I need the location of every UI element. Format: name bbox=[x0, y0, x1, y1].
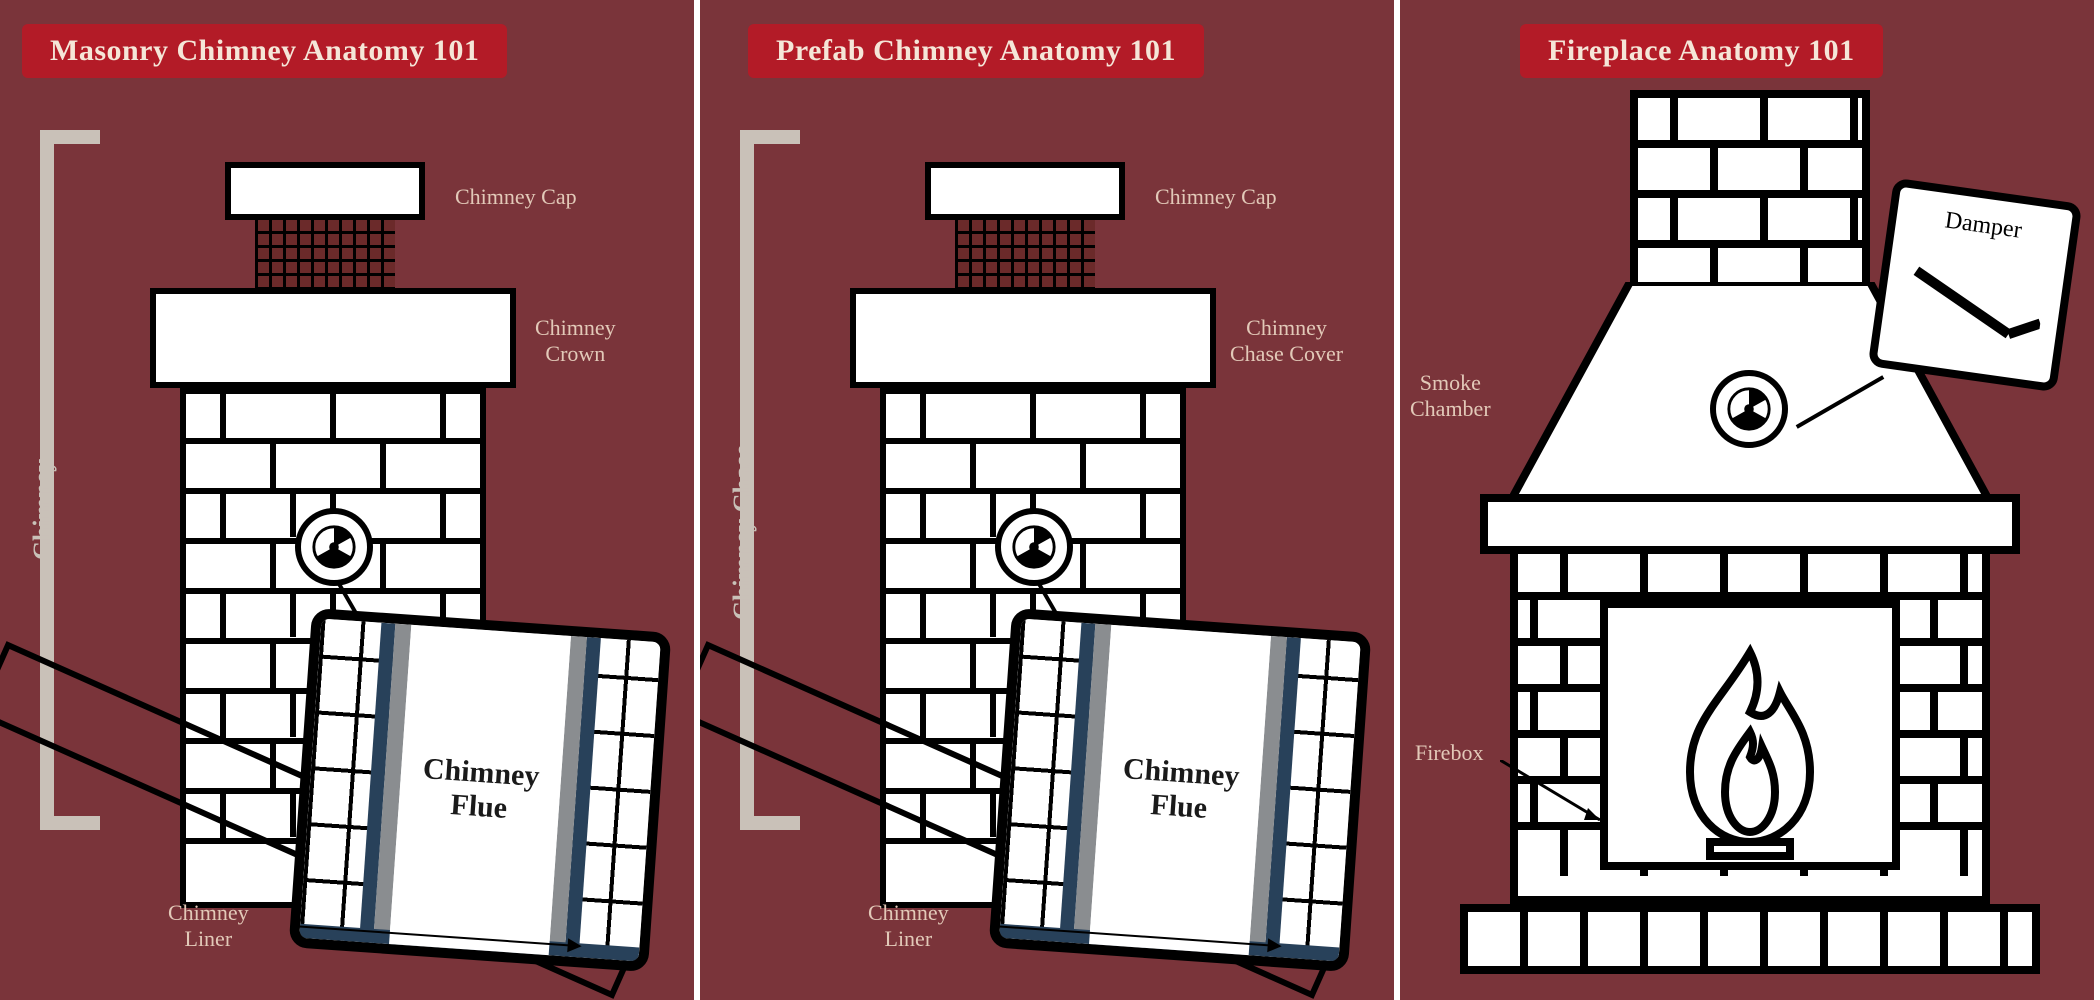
fireplace-chimney bbox=[1630, 90, 1870, 290]
label-crown: Chimney Crown bbox=[535, 315, 616, 367]
title-banner-fireplace: Fireplace Anatomy 101 bbox=[1520, 24, 1883, 78]
damper-callout: Damper bbox=[1868, 178, 2083, 393]
firebox-arrow bbox=[1500, 760, 1620, 840]
flue-label: Chimney Flue bbox=[419, 752, 540, 828]
label-cap: Chimney Cap bbox=[455, 184, 577, 210]
panel-fireplace: Fireplace Anatomy 101 Smoke Chamber Damp… bbox=[1400, 0, 2094, 1000]
label-liner: Chimney Liner bbox=[168, 900, 249, 952]
title-text: Masonry Chimney Anatomy 101 bbox=[50, 34, 479, 67]
label-cap: Chimney Cap bbox=[1155, 184, 1277, 210]
chimney-cap bbox=[225, 162, 425, 220]
chase-side-label: Chimney Chase bbox=[728, 444, 758, 620]
fireplace-mantel bbox=[1480, 494, 2020, 554]
chimney-mesh bbox=[955, 220, 1095, 290]
flame-icon bbox=[1650, 642, 1850, 862]
label-liner: Chimney Liner bbox=[868, 900, 949, 952]
flue-label: Chimney Flue bbox=[1119, 752, 1240, 828]
firebox bbox=[1600, 600, 1900, 870]
chimney-mesh bbox=[255, 220, 395, 290]
damper-label: Damper bbox=[1943, 207, 2023, 244]
chase-cover bbox=[850, 288, 1216, 388]
title-text: Prefab Chimney Anatomy 101 bbox=[776, 34, 1176, 67]
label-cover: Chimney Chase Cover bbox=[1230, 315, 1343, 367]
radiation-icon bbox=[1710, 370, 1788, 448]
chimney-cap bbox=[925, 162, 1125, 220]
panel-prefab: Prefab Chimney Anatomy 101 Chimney Chase… bbox=[700, 0, 1394, 1000]
flue-callout: Chimney Flue bbox=[289, 608, 672, 972]
radiation-icon bbox=[995, 508, 1073, 586]
title-text: Fireplace Anatomy 101 bbox=[1548, 34, 1855, 67]
title-banner-prefab: Prefab Chimney Anatomy 101 bbox=[748, 24, 1204, 78]
chimney-crown bbox=[150, 288, 516, 388]
label-smoke-chamber: Smoke Chamber bbox=[1410, 370, 1491, 422]
panel-masonry: Masonry Chimney Anatomy 101 Chimney Chim… bbox=[0, 0, 694, 1000]
radiation-icon bbox=[295, 508, 373, 586]
title-banner-masonry: Masonry Chimney Anatomy 101 bbox=[22, 24, 507, 78]
flue-callout: Chimney Flue bbox=[989, 608, 1372, 972]
hearth bbox=[1460, 904, 2040, 974]
label-firebox: Firebox bbox=[1415, 740, 1483, 766]
chimney-side-label: Chimney bbox=[28, 459, 58, 560]
